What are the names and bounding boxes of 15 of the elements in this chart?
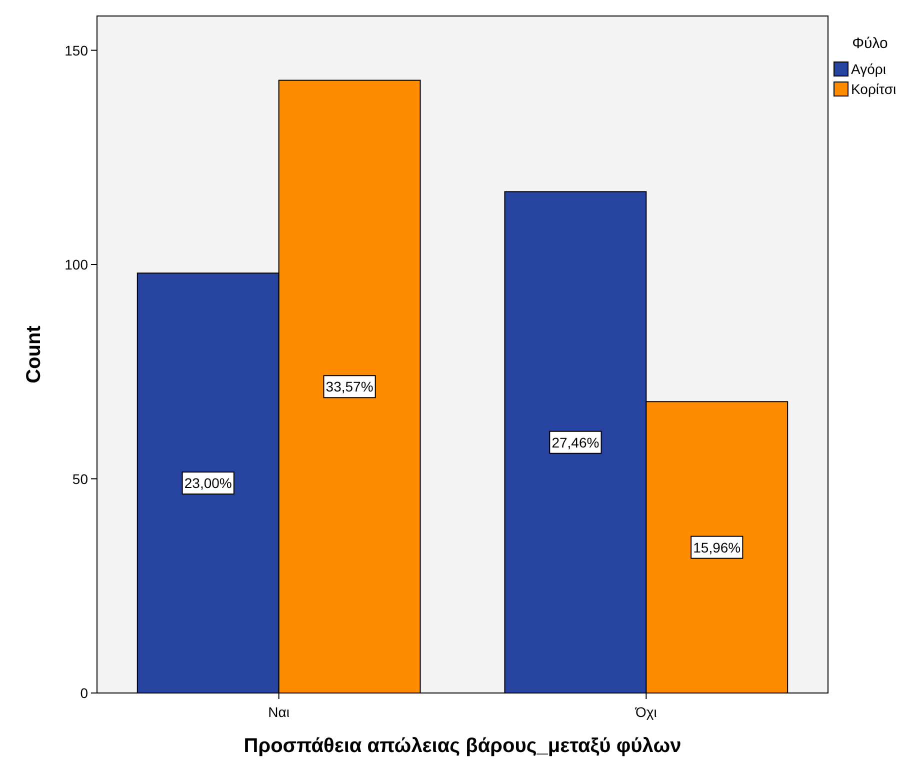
annotation: 15,96% [693,539,741,556]
annotation: 27,46% [552,434,600,450]
legend-title: Φύλο [852,35,888,52]
annotation: 23,00% [184,475,232,492]
x-tick-label: Ναι [268,704,290,720]
x-tick-label: Όχι [634,704,657,720]
y-tick-label: 0 [80,685,88,701]
y-tick-label: 100 [64,256,88,273]
legend-label: Αγόρι [851,61,886,77]
x-axis-title: Προσπάθεια απώλειας βάρους_μεταξύ φύλων [244,735,682,757]
legend-label: Κορίτσι [851,81,896,97]
y-axis-title: Count [23,325,45,384]
y-tick-label: 50 [72,470,88,487]
annotation: 33,57% [326,378,374,395]
y-tick-label: 150 [64,42,88,58]
